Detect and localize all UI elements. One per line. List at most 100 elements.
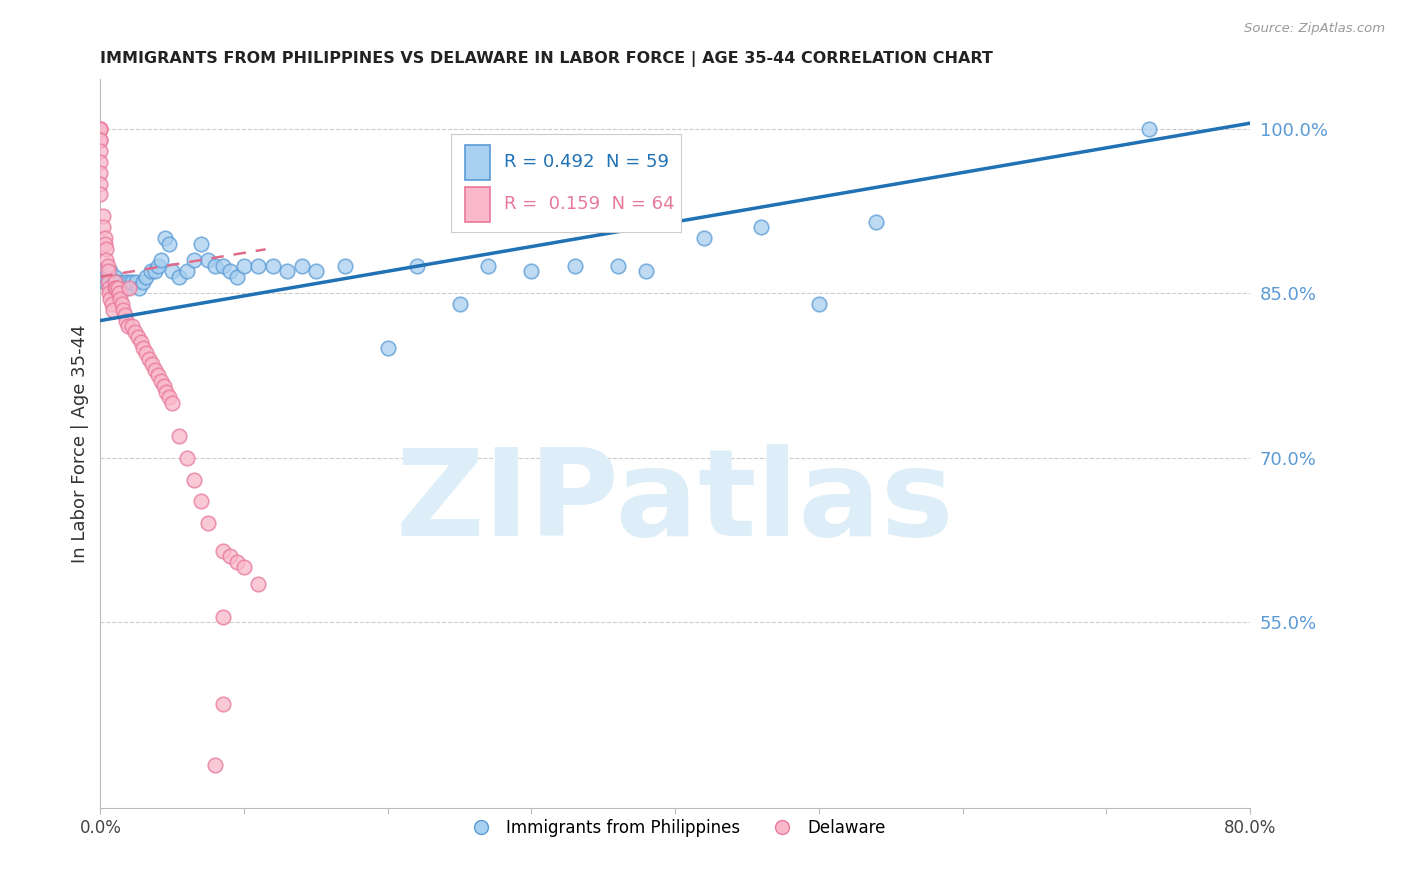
Point xyxy=(204,259,226,273)
Point xyxy=(135,346,157,360)
Point xyxy=(100,292,122,306)
Text: ZIPatlas: ZIPatlas xyxy=(396,443,955,561)
Point xyxy=(405,259,427,273)
Point xyxy=(107,275,129,289)
FancyBboxPatch shape xyxy=(451,134,681,233)
Point xyxy=(143,363,166,377)
Point xyxy=(233,259,256,273)
Point xyxy=(160,264,183,278)
Point xyxy=(93,236,115,251)
Point xyxy=(211,259,233,273)
Point xyxy=(96,275,118,289)
Point xyxy=(98,275,121,289)
Point xyxy=(121,275,143,289)
Point xyxy=(176,264,198,278)
Point xyxy=(211,698,233,712)
Point xyxy=(124,325,146,339)
Point xyxy=(157,390,180,404)
Point xyxy=(94,269,117,284)
Point xyxy=(111,280,134,294)
Point xyxy=(89,133,111,147)
Point xyxy=(121,319,143,334)
Point xyxy=(94,242,117,256)
Point xyxy=(100,264,122,278)
Point xyxy=(104,280,127,294)
Point xyxy=(520,264,543,278)
Point xyxy=(89,154,111,169)
Point xyxy=(115,313,138,327)
Point xyxy=(157,236,180,251)
Point xyxy=(89,133,111,147)
Point xyxy=(225,555,247,569)
Point xyxy=(149,374,172,388)
Point xyxy=(89,121,111,136)
Point xyxy=(211,543,233,558)
Legend: Immigrants from Philippines, Delaware: Immigrants from Philippines, Delaware xyxy=(458,813,893,844)
Point xyxy=(197,253,219,268)
Point xyxy=(104,275,127,289)
Point xyxy=(636,264,658,278)
Point xyxy=(104,280,127,294)
Point xyxy=(89,121,111,136)
Point xyxy=(146,259,169,273)
Point xyxy=(96,259,118,273)
Point xyxy=(89,121,111,136)
Bar xyxy=(465,186,491,221)
Point xyxy=(218,549,240,564)
Point xyxy=(1139,121,1161,136)
Point xyxy=(377,341,399,355)
Point xyxy=(183,473,205,487)
Point xyxy=(865,215,887,229)
Point xyxy=(333,259,356,273)
Point xyxy=(101,297,124,311)
Point xyxy=(169,428,191,442)
Point xyxy=(183,253,205,268)
Point xyxy=(125,275,148,289)
Point xyxy=(152,379,174,393)
Point xyxy=(107,280,129,294)
Point xyxy=(108,280,131,294)
Point xyxy=(176,450,198,465)
Point xyxy=(218,264,240,278)
Point xyxy=(204,757,226,772)
Point xyxy=(449,297,471,311)
Point xyxy=(115,280,138,294)
Point xyxy=(127,330,149,344)
Point xyxy=(96,264,118,278)
Point xyxy=(98,280,121,294)
Point xyxy=(564,259,586,273)
Point xyxy=(105,280,128,294)
Point xyxy=(693,231,716,245)
Point xyxy=(101,280,124,294)
Text: Source: ZipAtlas.com: Source: ZipAtlas.com xyxy=(1244,22,1385,36)
Point xyxy=(807,297,830,311)
Point xyxy=(155,384,177,399)
Point xyxy=(197,516,219,531)
Point xyxy=(93,231,115,245)
Point xyxy=(143,264,166,278)
Point xyxy=(89,187,111,202)
Point xyxy=(233,560,256,574)
Point xyxy=(104,269,127,284)
Point xyxy=(118,275,141,289)
Point xyxy=(114,275,136,289)
Text: IMMIGRANTS FROM PHILIPPINES VS DELAWARE IN LABOR FORCE | AGE 35-44 CORRELATION C: IMMIGRANTS FROM PHILIPPINES VS DELAWARE … xyxy=(100,51,993,67)
Point xyxy=(118,280,141,294)
Point xyxy=(112,302,135,317)
Point xyxy=(247,576,270,591)
Point xyxy=(146,368,169,383)
Point xyxy=(98,286,121,301)
Point xyxy=(211,609,233,624)
Text: R = 0.492  N = 59: R = 0.492 N = 59 xyxy=(503,153,669,171)
Point xyxy=(276,264,298,278)
Point xyxy=(89,177,111,191)
Point xyxy=(110,292,132,306)
Point xyxy=(149,253,172,268)
Point xyxy=(160,396,183,410)
Point xyxy=(305,264,328,278)
Point xyxy=(606,259,628,273)
Point xyxy=(262,259,284,273)
Point xyxy=(93,275,115,289)
Point xyxy=(169,269,191,284)
Point xyxy=(89,264,111,278)
